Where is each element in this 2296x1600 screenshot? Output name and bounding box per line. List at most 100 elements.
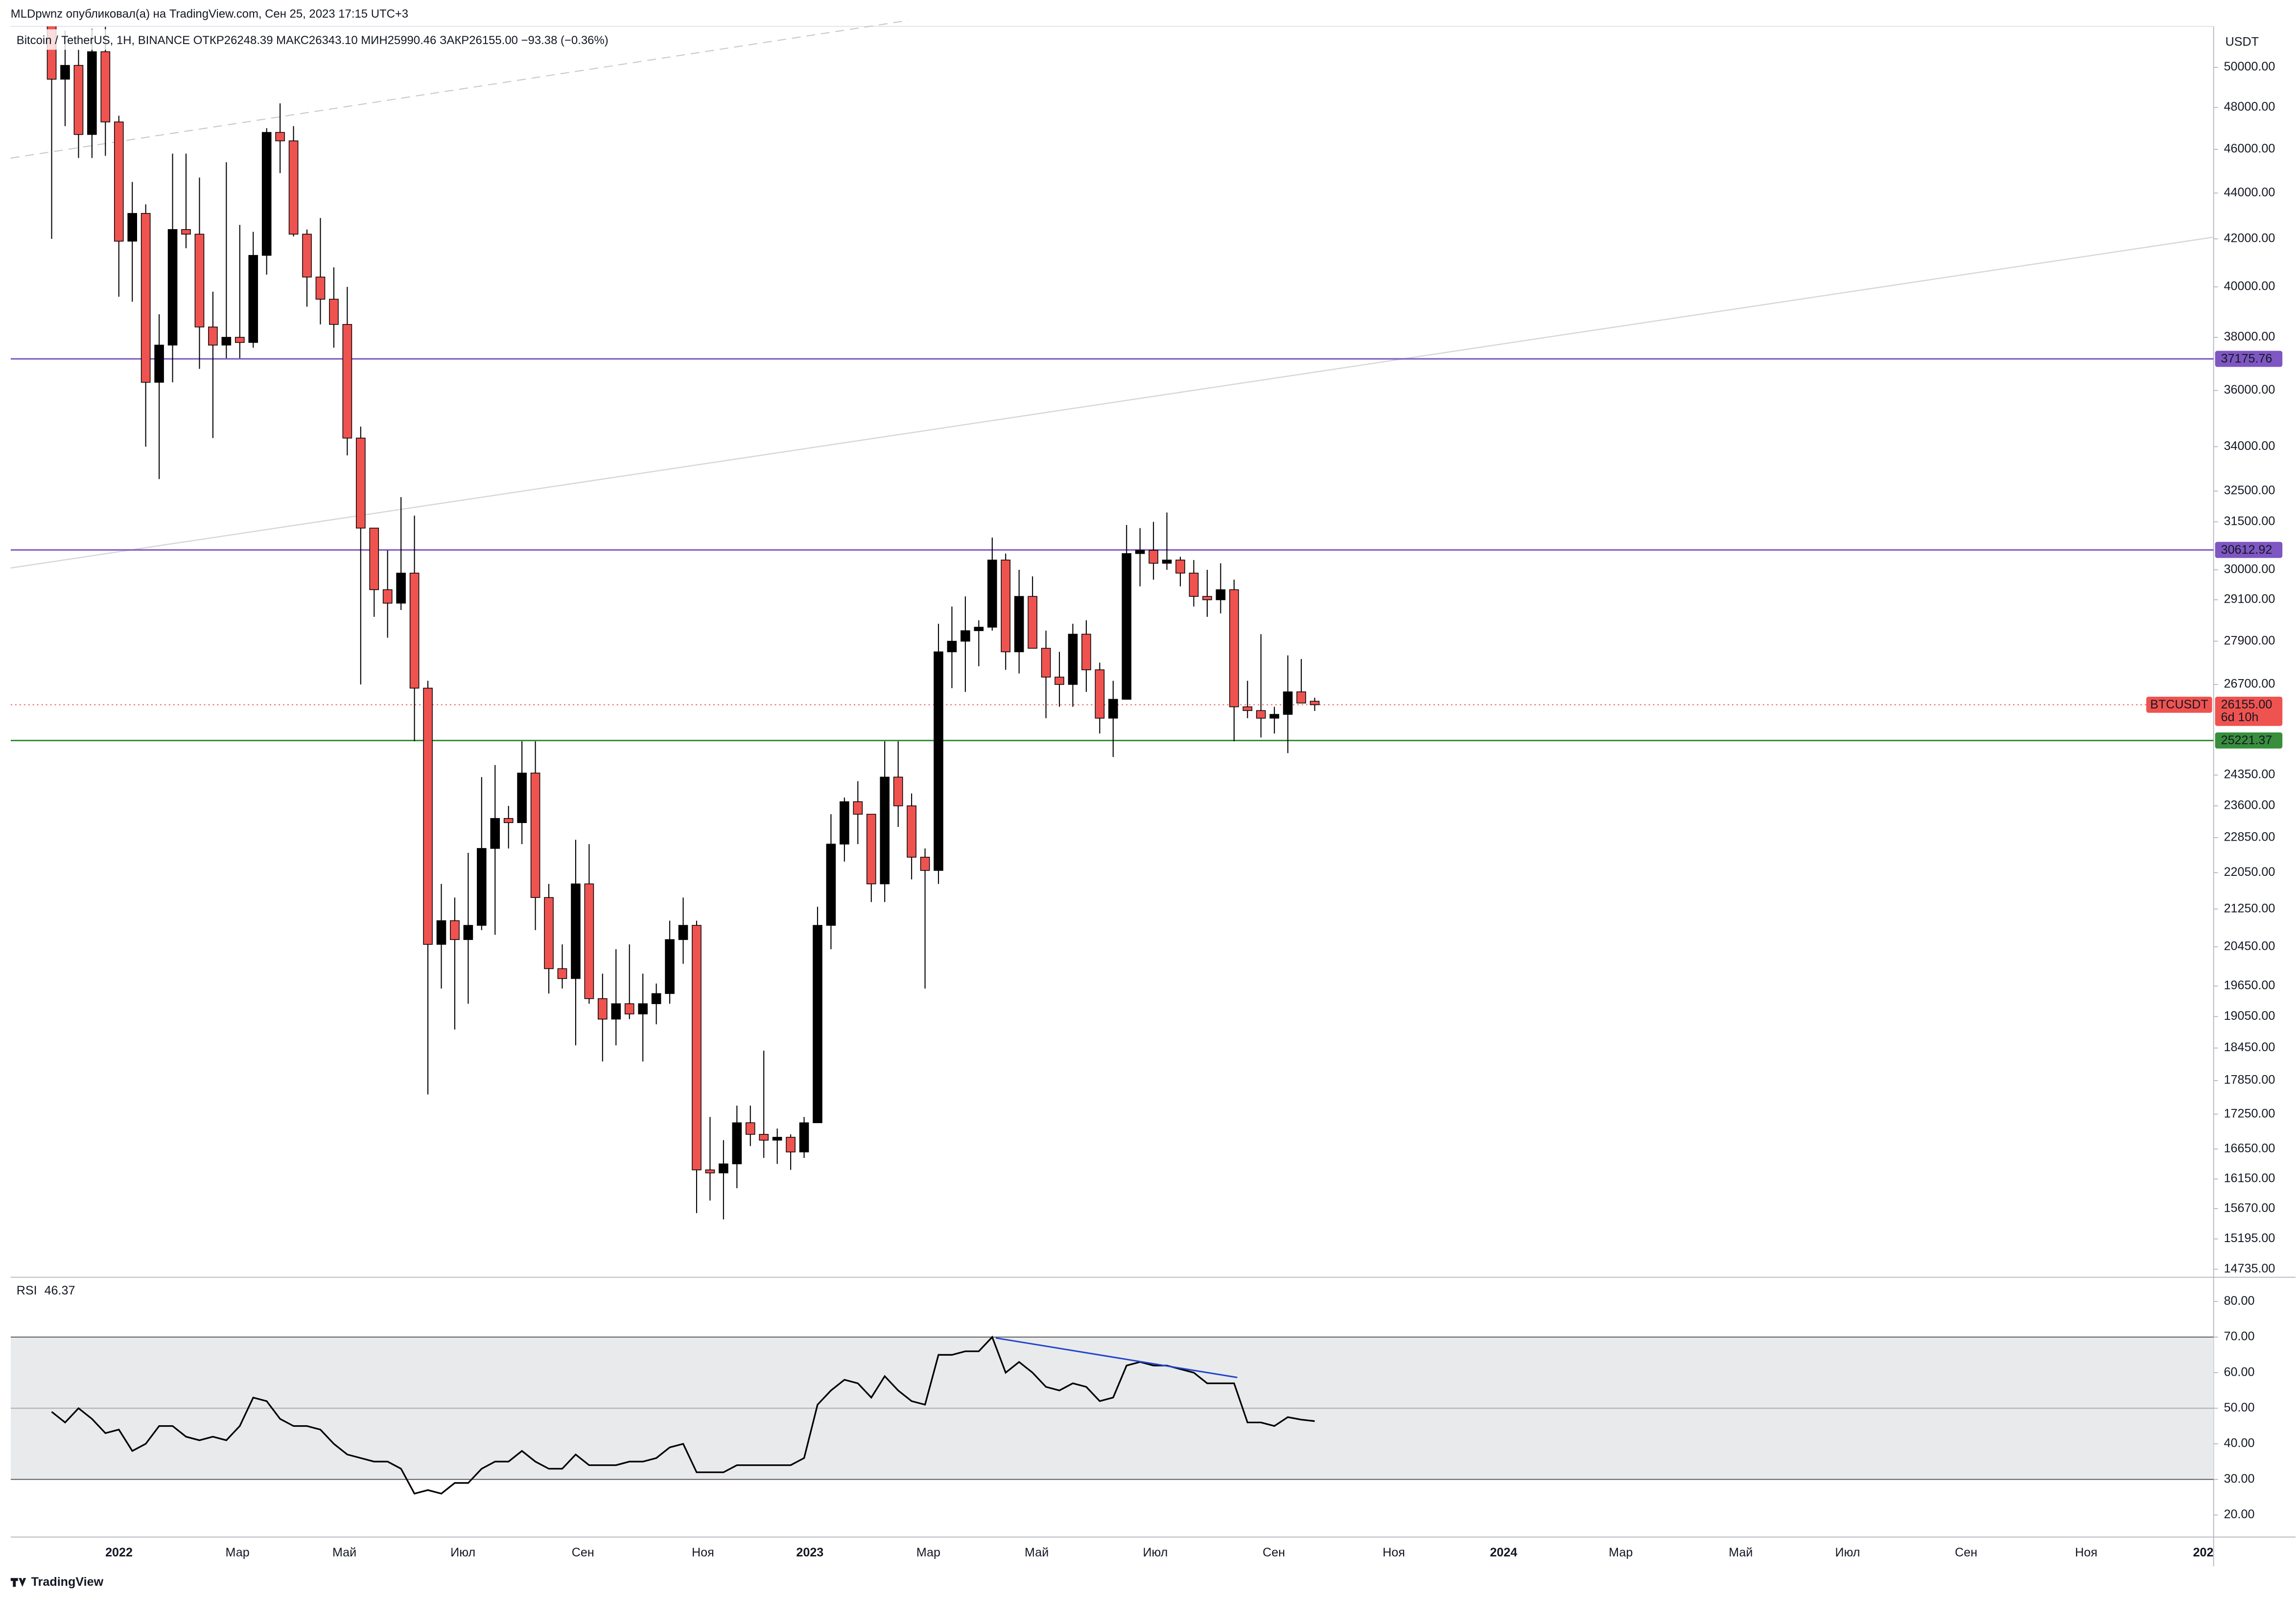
- candle-body: [382, 589, 393, 604]
- candle-body: [880, 776, 890, 885]
- countdown-label: 6d 10h: [2221, 710, 2259, 724]
- y-tick-label: 29100.00: [2224, 592, 2275, 606]
- candle-body: [1108, 699, 1118, 719]
- currency: USDT: [2226, 35, 2259, 48]
- candle-body: [1229, 589, 1239, 707]
- candle-body: [584, 883, 594, 999]
- candle-body: [450, 920, 460, 940]
- candle-body: [87, 51, 97, 135]
- candle-body: [369, 527, 379, 590]
- candle-body: [974, 627, 984, 631]
- candle-body: [181, 229, 191, 235]
- last-price-label: 26155.00: [2221, 698, 2273, 711]
- y-tick-label: 46000.00: [2224, 142, 2275, 156]
- candle-body: [302, 234, 312, 278]
- candle-body: [934, 651, 943, 871]
- candle-body: [288, 140, 299, 235]
- logo-icon: [10, 1578, 26, 1587]
- candle-body: [1310, 701, 1320, 706]
- last-price-bg: [2215, 696, 2283, 726]
- level-label-bg: [2215, 732, 2283, 749]
- candle-body: [1269, 714, 1279, 719]
- candle-body: [759, 1134, 769, 1141]
- y-tick-label: 18450.00: [2224, 1040, 2275, 1054]
- candle-body: [1189, 572, 1199, 597]
- candle-body: [436, 920, 446, 945]
- publisher: MLDpwnz опубликовал(а) на TradingView.co…: [11, 7, 408, 21]
- candle-body: [477, 848, 487, 926]
- rsi-line: [51, 1335, 1315, 1495]
- candle-body: [624, 1003, 634, 1014]
- x-tick-label: 202: [2193, 1546, 2214, 1559]
- y-tick-label: 48000.00: [2224, 100, 2275, 114]
- candle-body: [1216, 589, 1226, 600]
- candle-body: [571, 883, 581, 979]
- x-tick-label: 2024: [1490, 1546, 1517, 1559]
- candle-body: [355, 437, 366, 529]
- candle-body: [840, 801, 849, 845]
- candle-body: [1054, 677, 1064, 685]
- candle-body: [665, 939, 675, 994]
- x-tick-label: Сен: [1263, 1546, 1285, 1559]
- candle-body: [248, 255, 258, 343]
- x-tick-label: Мар: [1609, 1546, 1633, 1559]
- candle-body: [1122, 553, 1132, 700]
- x-tick-label: Июл: [450, 1546, 475, 1559]
- y-tick-label: 40.00: [2224, 1436, 2255, 1450]
- candle-body: [611, 1003, 621, 1020]
- y-tick-label: 22050.00: [2224, 865, 2275, 879]
- y-tick-label: 20450.00: [2224, 939, 2275, 953]
- candle-body: [692, 925, 702, 1171]
- candle-body: [893, 776, 903, 806]
- candle-body: [598, 998, 608, 1020]
- legend-bg: [10, 29, 670, 50]
- candle-body: [920, 857, 930, 871]
- x-tick-label: Май: [1025, 1546, 1049, 1559]
- candle-body: [463, 925, 473, 940]
- candle-body: [799, 1122, 809, 1153]
- candle-body: [503, 818, 514, 824]
- candle-body: [141, 213, 151, 383]
- level-label-bg: [2215, 351, 2283, 367]
- candle-body: [530, 773, 540, 898]
- candle-body: [234, 337, 245, 343]
- divergence-line: [995, 1337, 1238, 1379]
- level-label: 37175.76: [2221, 352, 2273, 366]
- candle-body: [1283, 691, 1293, 715]
- candle-body: [1068, 634, 1078, 685]
- candle-body: [1148, 550, 1158, 564]
- x-tick-label: Мар: [226, 1546, 250, 1559]
- candle-body: [813, 925, 822, 1123]
- candle-body: [772, 1137, 782, 1141]
- trend-line: [10, 20, 908, 159]
- candle-body: [557, 968, 567, 979]
- candle-body: [907, 805, 916, 858]
- y-tick-label: 27900.00: [2224, 634, 2275, 647]
- y-tick-label: 60.00: [2224, 1365, 2255, 1379]
- candle-body: [194, 234, 205, 328]
- candle-body: [638, 1003, 648, 1014]
- candle-body: [154, 345, 164, 383]
- candle-body: [1202, 596, 1212, 600]
- candle-body: [100, 51, 111, 122]
- y-tick-label: 23600.00: [2224, 799, 2275, 812]
- level-label-bg: [2215, 541, 2283, 558]
- candle-body: [1242, 706, 1253, 711]
- candle-body: [544, 897, 554, 969]
- x-tick-label: Мар: [916, 1546, 940, 1559]
- y-tick-label: 14735.00: [2224, 1262, 2275, 1275]
- candle-body: [396, 572, 406, 604]
- candle-body: [221, 337, 232, 346]
- candle-body: [261, 132, 272, 256]
- candle-body: [127, 213, 138, 242]
- x-tick-label: 2022: [105, 1546, 133, 1559]
- candle-body: [1175, 560, 1185, 574]
- x-tick-label: Ноя: [692, 1546, 714, 1559]
- candle-body: [732, 1122, 742, 1164]
- rsi-pane: [10, 1335, 2214, 1495]
- candle-body: [490, 818, 500, 849]
- y-tick-label: 22850.00: [2224, 830, 2275, 844]
- x-tick-label: Сен: [572, 1546, 594, 1559]
- rsi-value: 46.37: [45, 1284, 75, 1297]
